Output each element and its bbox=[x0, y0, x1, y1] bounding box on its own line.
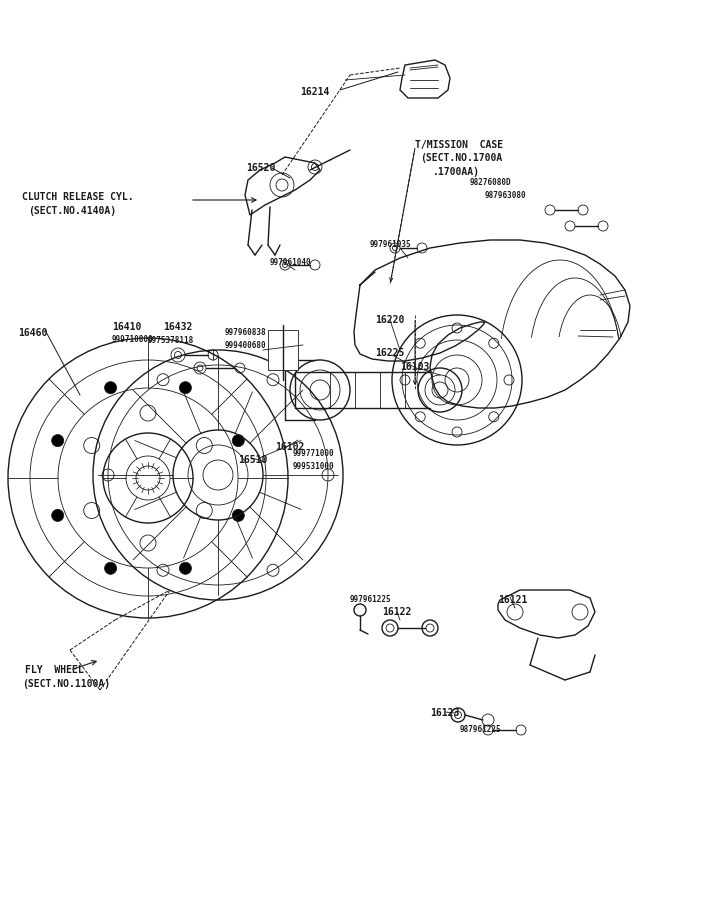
Text: 16510: 16510 bbox=[238, 455, 267, 465]
Text: 16102: 16102 bbox=[275, 442, 305, 452]
Text: 997961225: 997961225 bbox=[350, 595, 392, 604]
Text: CLUTCH RELEASE CYL.: CLUTCH RELEASE CYL. bbox=[22, 192, 134, 202]
Text: 16220: 16220 bbox=[375, 315, 405, 325]
Text: T/MISSION  CASE: T/MISSION CASE bbox=[415, 140, 503, 150]
Text: 999400680: 999400680 bbox=[225, 341, 267, 350]
Text: 16432: 16432 bbox=[163, 322, 192, 332]
Text: 16214: 16214 bbox=[300, 87, 330, 97]
Text: FLY  WHEEL: FLY WHEEL bbox=[25, 665, 84, 675]
Text: (SECT.NO.1100A): (SECT.NO.1100A) bbox=[22, 679, 110, 689]
Text: 999531000: 999531000 bbox=[293, 462, 335, 471]
Circle shape bbox=[51, 509, 64, 521]
Text: 987961225: 987961225 bbox=[460, 725, 502, 734]
Text: 16225: 16225 bbox=[375, 348, 405, 358]
Text: 16520: 16520 bbox=[246, 163, 275, 173]
Text: 16460: 16460 bbox=[18, 328, 47, 338]
Circle shape bbox=[104, 382, 117, 393]
Text: .1700AA): .1700AA) bbox=[433, 167, 480, 177]
Text: (SECT.NO.4140A): (SECT.NO.4140A) bbox=[28, 206, 116, 216]
Text: 999710800: 999710800 bbox=[112, 335, 154, 344]
Text: 997961035: 997961035 bbox=[370, 240, 412, 249]
Text: 16122: 16122 bbox=[382, 607, 411, 617]
Circle shape bbox=[104, 562, 117, 574]
Text: (SECT.NO.1700A: (SECT.NO.1700A bbox=[420, 153, 502, 163]
Circle shape bbox=[232, 435, 245, 446]
Text: 997960838: 997960838 bbox=[225, 328, 267, 337]
Polygon shape bbox=[498, 590, 595, 638]
Circle shape bbox=[232, 509, 245, 521]
Circle shape bbox=[179, 382, 192, 393]
Text: 16123: 16123 bbox=[430, 708, 459, 718]
Text: 999771000: 999771000 bbox=[293, 449, 335, 458]
Polygon shape bbox=[400, 60, 450, 98]
Text: 98276080D: 98276080D bbox=[470, 178, 512, 187]
Text: 16410: 16410 bbox=[112, 322, 142, 332]
Circle shape bbox=[179, 562, 192, 574]
Text: 16103: 16103 bbox=[400, 362, 430, 372]
Text: 987963080: 987963080 bbox=[485, 191, 527, 200]
Text: 997961040: 997961040 bbox=[270, 258, 312, 267]
Text: 9975378118: 9975378118 bbox=[148, 336, 194, 345]
Circle shape bbox=[51, 435, 64, 446]
Polygon shape bbox=[245, 157, 320, 215]
Bar bbox=[268, 330, 298, 370]
Text: 16121: 16121 bbox=[498, 595, 528, 605]
